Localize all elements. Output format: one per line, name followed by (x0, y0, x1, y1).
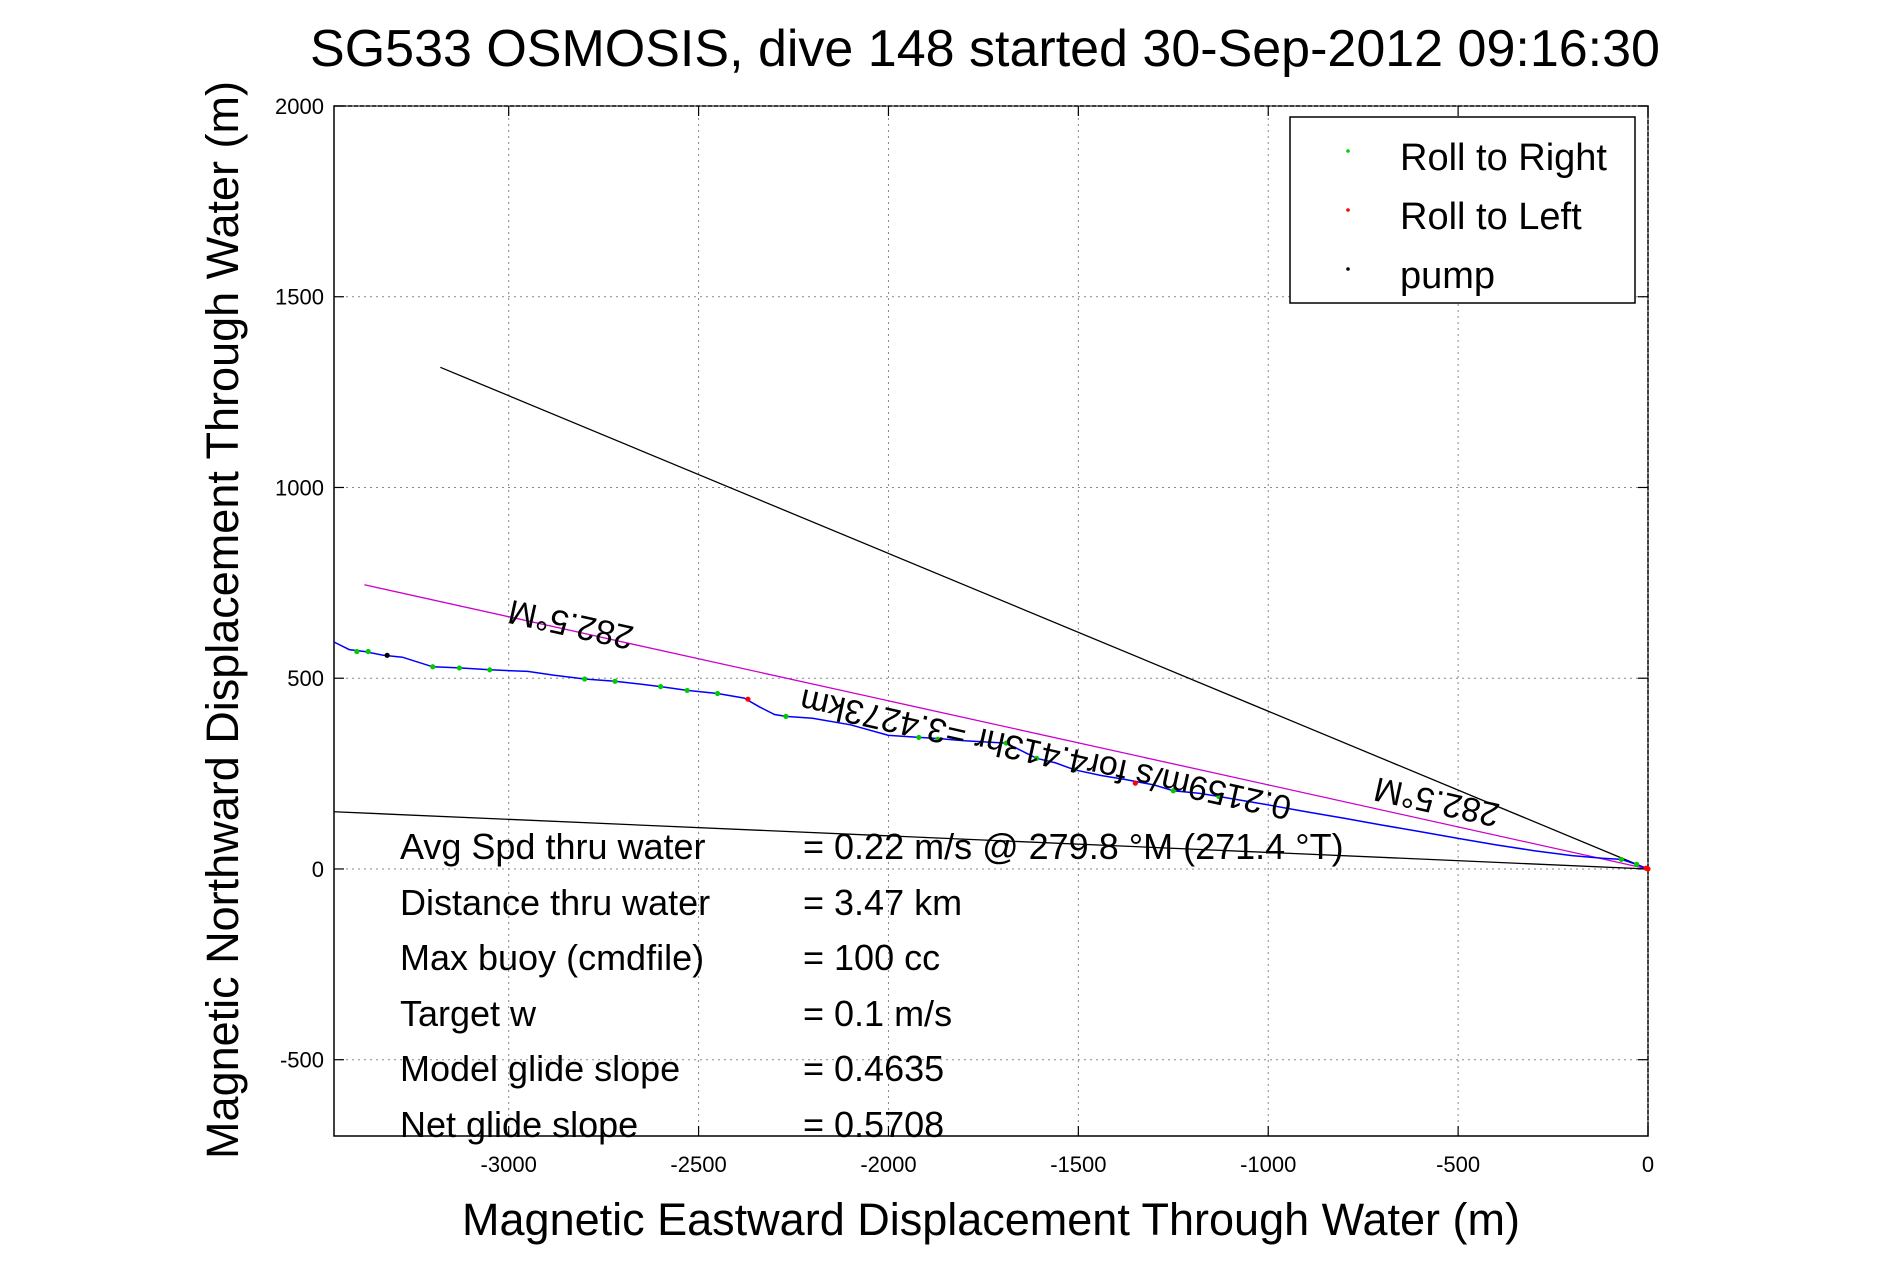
legend-label-roll-right: Roll to Right (1400, 137, 1607, 179)
y-tick-label: 0 (312, 857, 324, 882)
x-tick-label: -2000 (860, 1152, 916, 1177)
point-roll-to-right (1033, 755, 1040, 761)
point-pump (384, 652, 390, 658)
stat-avg-speed-value: = 0.22 m/s @ 279.8 °M (271.4 °T) (803, 826, 1344, 867)
point-roll-to-right (365, 648, 371, 655)
point-roll-to-right (456, 665, 462, 671)
legend-marker-roll-left (1346, 208, 1350, 212)
point-roll-to-left (745, 696, 751, 702)
point-roll-to-right (783, 713, 789, 719)
x-axis-title: Magnetic Eastward Displacement Through W… (462, 1194, 1520, 1245)
reference-line-1 (440, 366, 1649, 870)
point-roll-to-right (1618, 856, 1625, 863)
x-tick-label: -500 (1436, 1152, 1480, 1177)
stat-model-glide-value: = 0.4635 (803, 1048, 944, 1089)
stat-avg-speed-label: Avg Spd thru water (400, 826, 706, 867)
point-roll-to-right (714, 690, 721, 697)
point-roll-to-right (430, 664, 436, 670)
point-roll-to-right (935, 736, 941, 742)
point-roll-to-right (1071, 767, 1078, 773)
stat-target-w-label: Target w (400, 993, 537, 1034)
reference-line-2 (333, 811, 1649, 870)
y-tick-label: 1000 (275, 475, 324, 500)
point-roll-to-right (684, 687, 690, 694)
y-tick-label: -500 (280, 1048, 324, 1073)
legend-label-pump: pump (1400, 255, 1495, 297)
point-roll-to-right (354, 648, 360, 655)
y-tick-label: 2000 (275, 94, 324, 119)
stat-target-w-value: = 0.1 m/s (803, 993, 952, 1034)
reference-line-0 (364, 584, 1649, 870)
x-tick-label: -1000 (1240, 1152, 1296, 1177)
data-points (354, 648, 1651, 872)
x-tick-label: -1500 (1050, 1152, 1106, 1177)
point-roll-to-left (1132, 780, 1138, 786)
point-roll-to-right (1003, 740, 1009, 746)
stat-max-buoy-value: = 100 cc (803, 937, 940, 978)
stat-distance-value: = 3.47 km (803, 882, 962, 923)
stat-distance-label: Distance thru water (400, 882, 710, 923)
legend-marker-roll-right (1346, 149, 1350, 153)
x-tick-label: -2500 (670, 1152, 726, 1177)
stat-max-buoy-label: Max buoy (cmdfile) (400, 937, 704, 978)
legend: Roll to Right Roll to Left pump (1289, 116, 1636, 304)
y-axis-title: Magnetic Northward Displacement Through … (197, 81, 248, 1159)
stat-model-glide-label: Model glide slope (400, 1048, 680, 1089)
point-roll-to-right (658, 684, 664, 690)
point-roll-to-right (487, 667, 493, 673)
stat-net-glide-value: = 0.5708 (803, 1104, 944, 1145)
stat-net-glide-label: Net glide slope (400, 1104, 638, 1145)
point-roll-to-right (1634, 861, 1640, 867)
legend-label-roll-left: Roll to Left (1400, 196, 1582, 238)
y-tick-label: 1500 (275, 285, 324, 310)
point-roll-to-right (582, 676, 588, 682)
point-roll-to-right (1216, 793, 1222, 800)
y-tick-label: 500 (287, 666, 324, 691)
plot-title: SG533 OSMOSIS, dive 148 started 30-Sep-2… (310, 20, 1660, 78)
point-roll-to-left (1645, 866, 1651, 872)
axis-ticks: -3000 -2500 -2000 -1500 -1000 -500 0 -500 0 500 10… (275, 94, 1654, 1177)
point-roll-to-right (916, 734, 922, 740)
stats-block: Avg Spd thru water = 0.22 m/s @ 279.8 °M… (400, 826, 1344, 1145)
legend-marker-pump (1346, 267, 1350, 271)
point-roll-to-right (612, 678, 618, 684)
x-tick-label: -3000 (481, 1152, 537, 1177)
x-tick-label: 0 (1642, 1152, 1654, 1177)
grid-lines (334, 105, 1649, 1136)
point-roll-to-right (1170, 788, 1176, 794)
reference-lines (333, 366, 1649, 870)
